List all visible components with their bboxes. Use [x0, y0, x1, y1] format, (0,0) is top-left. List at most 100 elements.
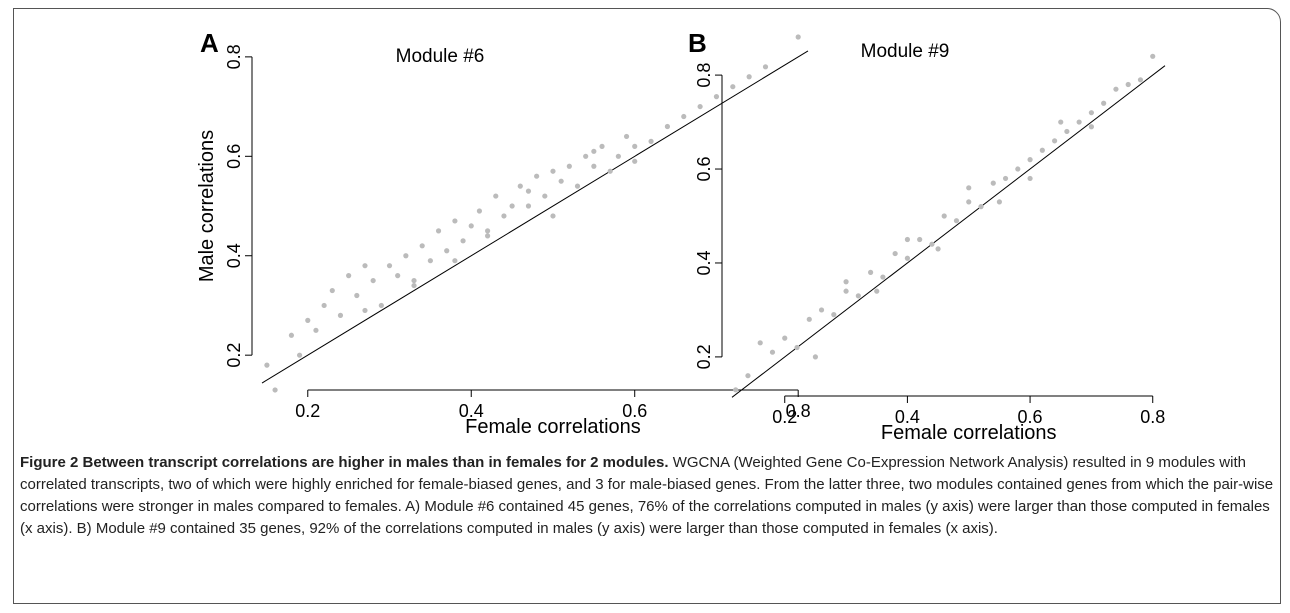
point — [615, 153, 621, 159]
x-tick-label: 0.8 — [786, 401, 811, 421]
point — [996, 199, 1003, 205]
point — [941, 213, 947, 219]
point — [1150, 53, 1156, 59]
point — [386, 263, 393, 269]
y-tick-label: 0.2 — [694, 344, 714, 369]
y-tick-label: 0.8 — [694, 63, 714, 88]
y-tick-label: 0.8 — [224, 44, 244, 69]
x-tick-label: 0.4 — [459, 401, 484, 421]
point — [476, 208, 483, 214]
point — [632, 158, 638, 164]
point — [370, 277, 376, 284]
point — [550, 213, 556, 219]
point — [990, 180, 996, 186]
point — [1113, 86, 1119, 92]
point — [542, 193, 548, 199]
point — [880, 274, 886, 280]
y-tick-label: 0.6 — [224, 144, 244, 169]
point — [574, 183, 581, 189]
point — [762, 64, 769, 70]
point — [1027, 157, 1033, 163]
caption: Figure 2 Between transcript correlations… — [20, 452, 1275, 540]
point — [697, 103, 703, 110]
point — [566, 163, 572, 169]
x-tick-label: 0.2 — [772, 407, 797, 427]
point — [1101, 100, 1107, 106]
point — [1064, 128, 1070, 135]
point — [296, 352, 303, 358]
point — [812, 354, 819, 360]
point — [419, 243, 425, 249]
figure-frame — [13, 8, 1281, 604]
point — [892, 250, 898, 257]
y-tick-label: 0.6 — [694, 157, 714, 182]
identity-line — [261, 50, 809, 384]
point — [795, 34, 801, 40]
point — [362, 307, 368, 314]
point — [794, 344, 800, 351]
point — [517, 183, 523, 189]
point — [681, 113, 687, 120]
point — [607, 168, 613, 174]
point — [713, 94, 720, 100]
point — [452, 218, 458, 224]
point — [806, 316, 812, 322]
caption-text: WGCNA (Weighted Gene Co-Expression Netwo… — [20, 454, 1274, 537]
panel-label: B — [688, 28, 707, 58]
point — [843, 288, 849, 294]
figure: A Module #6 0.2 0.4 0.6 0.8 Female correlation… — [196, 28, 1166, 444]
point — [550, 168, 556, 174]
point — [493, 193, 499, 199]
point — [632, 143, 638, 149]
point — [558, 178, 564, 184]
point — [782, 335, 788, 341]
point — [1088, 110, 1095, 116]
panel-label: A — [200, 28, 219, 58]
point — [1125, 81, 1131, 88]
panel-title: Module #6 — [396, 46, 485, 67]
point — [1039, 147, 1045, 153]
point — [329, 287, 335, 294]
point — [313, 327, 319, 333]
point — [929, 241, 935, 247]
point — [411, 282, 417, 289]
point — [272, 387, 278, 393]
point — [346, 273, 352, 279]
point — [305, 317, 311, 323]
point — [1058, 119, 1064, 125]
point — [966, 185, 972, 191]
point — [395, 273, 401, 279]
point — [953, 218, 960, 224]
point — [378, 302, 384, 309]
point — [525, 188, 532, 194]
point — [468, 223, 474, 229]
point — [1002, 175, 1009, 182]
point — [321, 302, 327, 309]
point — [1052, 138, 1058, 144]
point — [599, 143, 605, 149]
y-tick-label: 0.4 — [224, 243, 244, 268]
point — [935, 246, 941, 252]
point — [403, 253, 409, 259]
point — [337, 312, 344, 318]
y-tick-label: 0.2 — [224, 343, 244, 368]
point — [534, 173, 540, 179]
x-axis-label: Female correlations — [881, 422, 1057, 444]
identity-line — [731, 65, 1166, 398]
point — [591, 148, 597, 154]
point — [427, 258, 433, 264]
point — [831, 312, 837, 318]
point — [435, 228, 442, 234]
point — [818, 307, 825, 313]
point — [730, 84, 736, 90]
point — [966, 199, 972, 205]
point — [501, 213, 507, 219]
y-tick-label: 0.4 — [694, 250, 714, 275]
point — [1088, 124, 1095, 130]
point — [509, 203, 515, 209]
point — [648, 138, 654, 144]
point — [746, 74, 752, 80]
point — [1137, 77, 1144, 83]
point — [583, 153, 589, 159]
